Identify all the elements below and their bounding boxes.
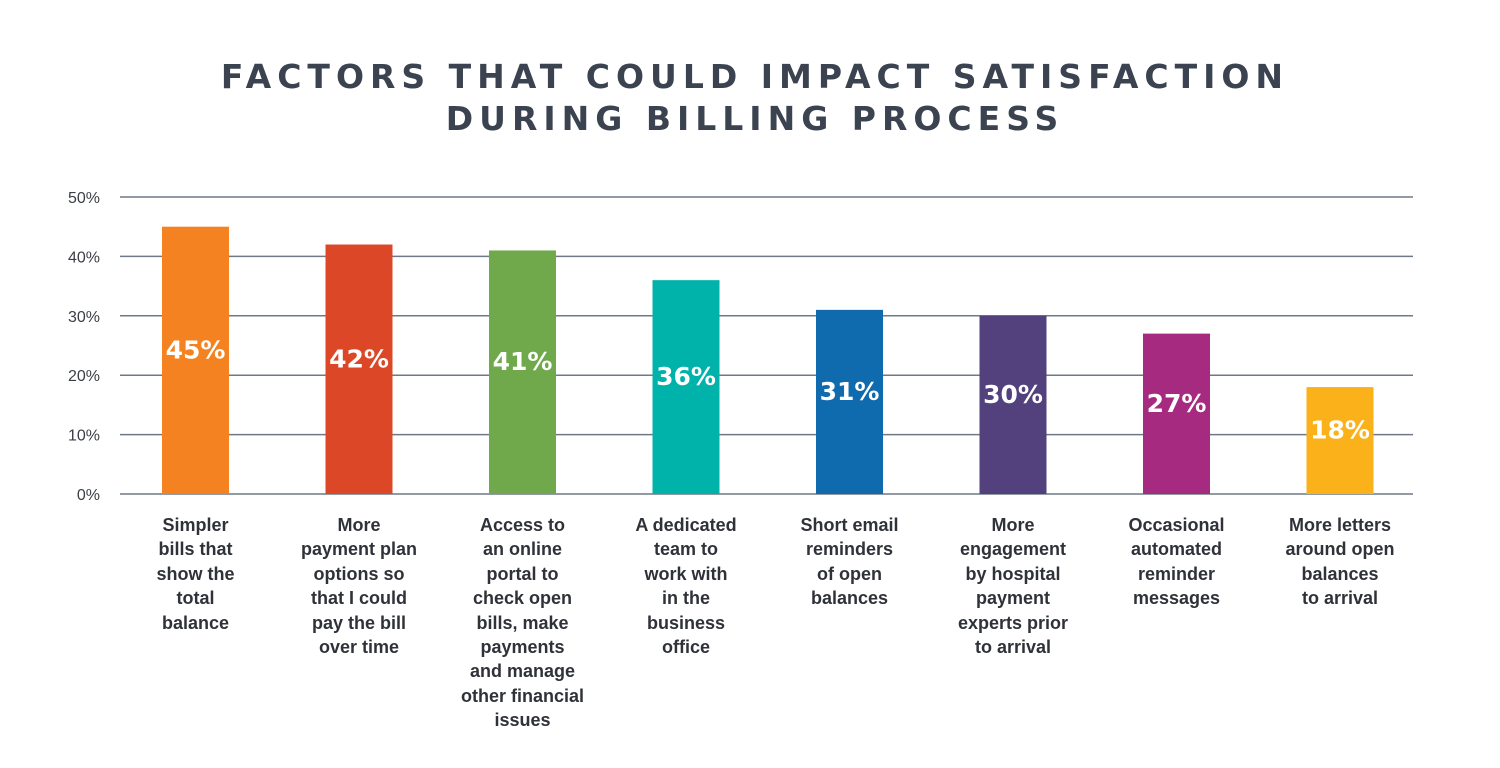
x-tick-label-line: Occasional: [1128, 515, 1225, 535]
x-tick-label-line: Short email: [800, 515, 899, 535]
chart-title-line-1: FACTORS THAT COULD IMPACT SATISFACTION: [220, 57, 1290, 96]
x-tick-label-line: show the: [156, 563, 235, 584]
x-tick-label-line: More: [337, 515, 381, 535]
data-label: 41%: [493, 347, 553, 376]
data-label: 18%: [1310, 416, 1370, 445]
data-label: 36%: [656, 362, 716, 391]
x-tick-label-line: office: [661, 637, 710, 658]
y-tick-label: 30%: [68, 309, 100, 326]
data-label: 42%: [329, 344, 389, 373]
x-tick-label-line: engagement: [959, 539, 1067, 560]
x-tick-label-line: business: [646, 612, 726, 633]
y-tick-label: 40%: [68, 249, 100, 266]
x-tick-label-line: reminders: [805, 539, 894, 560]
bar: [162, 226, 229, 494]
x-tick-label-line: bills, make: [476, 612, 569, 633]
chart-title: FACTORS THAT COULD IMPACT SATISFACTION D…: [0, 56, 1500, 140]
x-tick-label-line: to arrival: [1301, 588, 1379, 609]
data-label: 27%: [1147, 389, 1207, 418]
y-tick-label: 10%: [68, 428, 100, 445]
x-tick-label-line: around open: [1285, 539, 1395, 560]
x-tick-label-line: other financial: [460, 685, 585, 706]
x-tick-label-line: total: [176, 588, 215, 609]
y-tick-label: 0%: [77, 487, 100, 504]
bar: [652, 280, 720, 494]
x-tick-label-line: in the: [662, 588, 710, 609]
x-tick-label: Simpler bills that show the total balance: [111, 513, 281, 635]
x-tick-label: More letters around open balances to arriva…: [1255, 513, 1425, 611]
x-tick-label-line: payments: [480, 637, 565, 658]
x-tick-label-line: that I could: [311, 588, 407, 609]
x-tick-label-line: work with: [644, 563, 728, 584]
y-tick-label: 50%: [68, 190, 100, 207]
bar: [1143, 333, 1210, 494]
x-tick-label-line: of open: [817, 563, 882, 584]
x-tick-label-line: bills that: [158, 539, 233, 560]
x-tick-label-line: A dedicated: [635, 515, 737, 535]
x-tick-label-line: team to: [653, 539, 718, 560]
x-tick-label-line: messages: [1132, 588, 1221, 609]
data-label: 31%: [820, 377, 880, 406]
x-tick-label-line: balance: [161, 612, 230, 633]
x-tick-label-line: More letters: [1288, 515, 1392, 535]
x-tick-label-line: an online: [482, 539, 562, 560]
x-tick-label-line: balances: [1301, 563, 1379, 584]
x-tick-label-line: to arrival: [974, 637, 1052, 658]
x-tick-label-line: and manage: [469, 661, 576, 682]
x-tick-label: Occasional automated reminder messages: [1092, 513, 1262, 611]
bar: [1306, 387, 1374, 494]
x-tick-label-line: by hospital: [965, 563, 1061, 584]
x-tick-label-line: payment plan: [300, 539, 418, 560]
x-tick-label-line: check open: [472, 588, 573, 609]
x-tick-label-line: over time: [318, 637, 400, 658]
x-tick-label-line: options so: [313, 563, 405, 584]
x-tick-label-line: reminder: [1137, 563, 1216, 584]
x-tick-label-line: issues: [494, 710, 551, 731]
x-tick-label-line: balances: [810, 588, 889, 609]
bar: [979, 315, 1047, 494]
x-tick-label: Access to an online portal to check open bil…: [438, 513, 608, 733]
data-label: 30%: [983, 380, 1043, 409]
x-tick-label-line: Simpler: [162, 515, 229, 535]
bar: [816, 309, 883, 494]
x-tick-label-line: experts prior: [957, 612, 1069, 633]
x-tick-label-line: automated: [1130, 539, 1222, 560]
x-tick-label: Short email reminders of open balances: [765, 513, 935, 611]
x-tick-label-line: payment: [975, 588, 1051, 609]
x-tick-label-line: More: [991, 515, 1035, 535]
x-tick-label-line: Access to: [479, 515, 566, 535]
x-tick-label-line: portal to: [486, 563, 559, 584]
x-tick-label: More payment plan options so that I could pa…: [274, 513, 444, 659]
x-tick-label: More engagement by hospital payment experts …: [928, 513, 1098, 659]
y-tick-label: 20%: [68, 368, 100, 385]
data-label: 45%: [166, 335, 226, 364]
bar: [325, 244, 393, 494]
x-tick-label: A dedicated team to work with in the busines…: [601, 513, 771, 659]
bar: [489, 250, 556, 494]
x-tick-label-line: pay the bill: [311, 612, 407, 633]
chart-title-line-2: DURING BILLING PROCESS: [445, 99, 1065, 138]
